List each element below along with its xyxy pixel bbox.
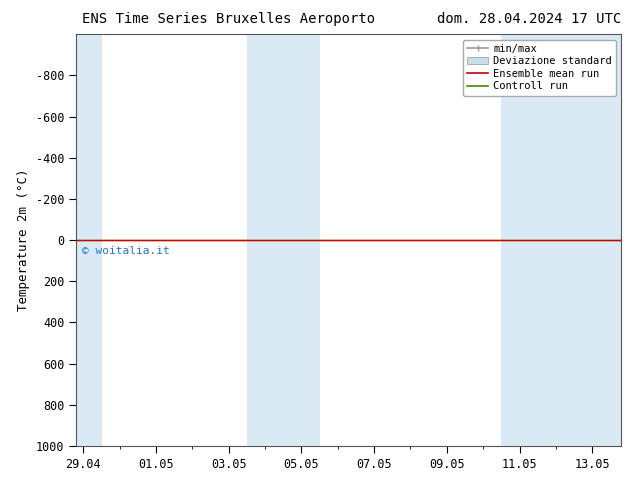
Bar xyxy=(247,34,320,446)
Y-axis label: Temperature 2m (°C): Temperature 2m (°C) xyxy=(17,169,30,311)
Bar xyxy=(76,34,101,446)
Text: © woitalia.it: © woitalia.it xyxy=(82,246,169,256)
Text: dom. 28.04.2024 17 UTC: dom. 28.04.2024 17 UTC xyxy=(437,12,621,26)
Bar xyxy=(501,34,621,446)
Text: ENS Time Series Bruxelles Aeroporto: ENS Time Series Bruxelles Aeroporto xyxy=(82,12,375,26)
Legend: min/max, Deviazione standard, Ensemble mean run, Controll run: min/max, Deviazione standard, Ensemble m… xyxy=(463,40,616,96)
